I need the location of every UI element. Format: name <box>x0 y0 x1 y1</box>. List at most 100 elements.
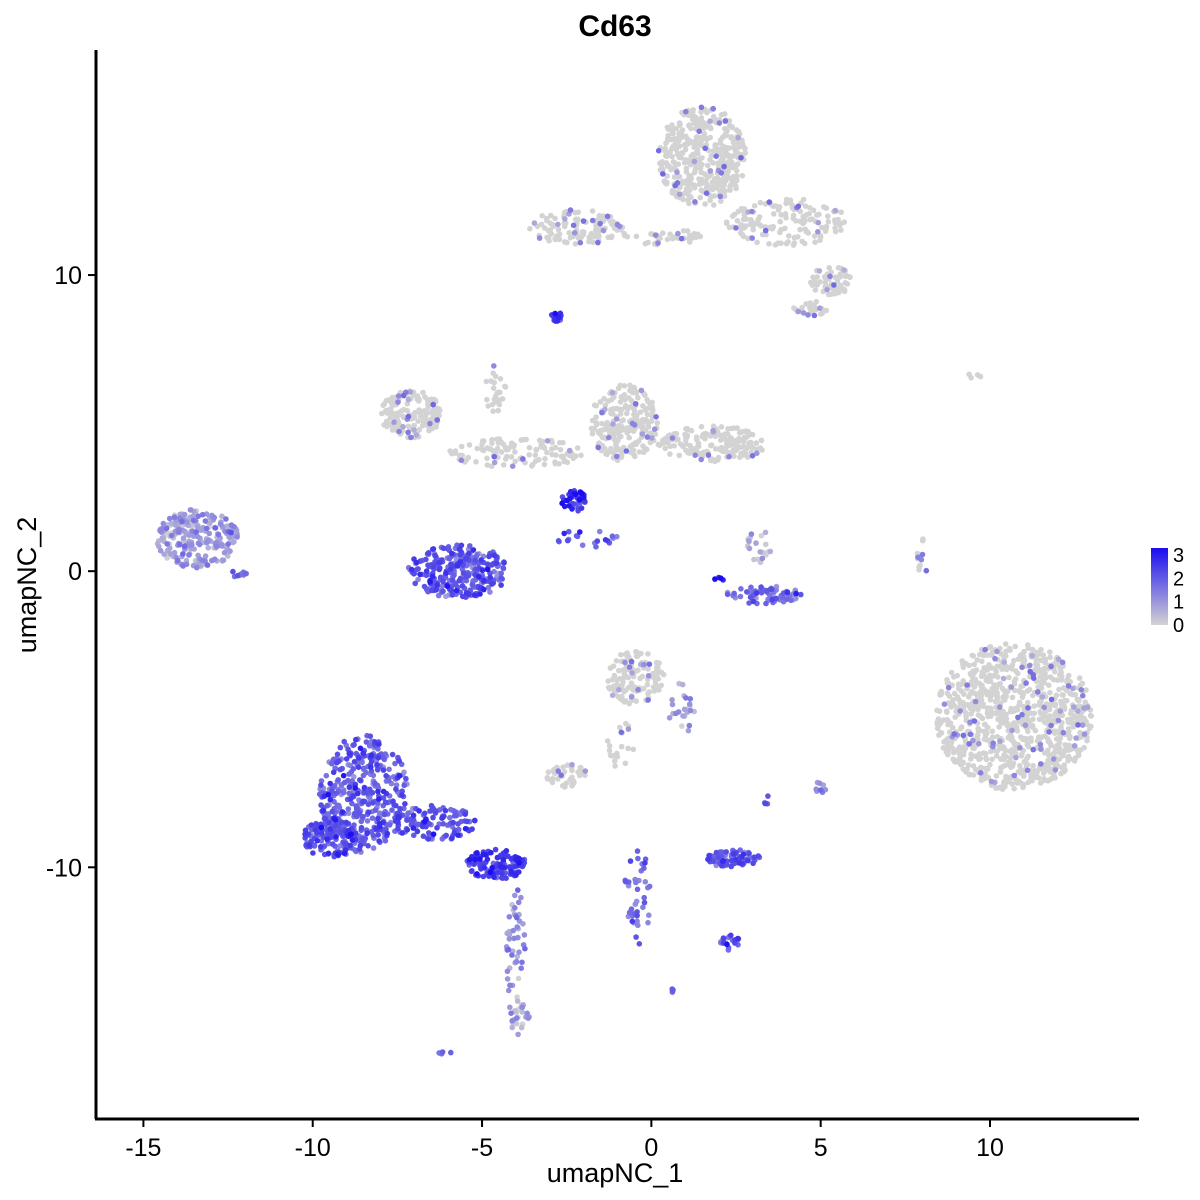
x-tick-label: -15 <box>125 1134 161 1162</box>
cell-point <box>787 197 794 203</box>
cell-point <box>658 682 664 689</box>
cell-point <box>698 423 705 430</box>
cell-point <box>838 227 844 233</box>
cell-point <box>1030 762 1036 769</box>
cell-point <box>489 440 495 447</box>
cell-point <box>544 215 550 222</box>
cell-point <box>701 131 707 138</box>
cell-point <box>816 305 823 312</box>
cell-point <box>988 665 995 671</box>
cell-point <box>372 780 378 786</box>
cell-point <box>593 414 599 420</box>
cell-point <box>606 685 613 691</box>
cell-point <box>447 814 453 821</box>
cell-point <box>552 215 558 222</box>
cell-point <box>317 844 324 850</box>
cell-point <box>560 439 566 446</box>
cell-point <box>407 425 413 431</box>
cell-point <box>778 240 784 246</box>
cell-point <box>396 758 403 764</box>
cell-point <box>975 731 981 738</box>
cell-point <box>440 821 447 827</box>
cell-point <box>466 856 473 863</box>
cell-point <box>481 577 487 584</box>
cell-point <box>646 912 652 918</box>
cell-point <box>801 219 807 226</box>
cell-point <box>805 312 811 318</box>
cell-point <box>567 488 574 495</box>
cell-point <box>979 658 985 665</box>
cell-point <box>228 522 235 528</box>
cell-point <box>790 215 796 222</box>
cell-point <box>644 434 651 440</box>
cell-point <box>1042 761 1049 768</box>
cell-point <box>769 596 775 603</box>
cell-point <box>541 445 548 451</box>
cell-point <box>514 998 521 1004</box>
cell-point <box>556 231 563 237</box>
cell-point <box>694 147 701 153</box>
cell-point <box>622 659 628 666</box>
cell-point <box>596 528 603 535</box>
cell-point <box>681 706 688 713</box>
cell-point <box>595 239 601 246</box>
cell-point <box>646 883 653 890</box>
cell-point <box>1007 748 1013 754</box>
cell-point <box>561 220 568 226</box>
cell-point <box>439 815 445 821</box>
cell-point <box>310 850 316 856</box>
cell-point <box>503 875 509 881</box>
cell-point <box>605 678 611 684</box>
cell-point <box>381 811 388 818</box>
cell-point <box>750 598 757 605</box>
cell-point <box>740 851 747 858</box>
cell-point <box>712 576 718 582</box>
cell-point <box>1029 646 1036 653</box>
cell-point <box>434 417 441 423</box>
cell-point <box>826 265 832 271</box>
cell-point <box>982 665 988 671</box>
cell-point <box>308 822 315 828</box>
cell-point <box>938 688 945 695</box>
cell-point <box>597 220 603 227</box>
cell-point <box>408 566 415 573</box>
cell-point <box>729 124 735 131</box>
cell-point <box>1046 729 1052 735</box>
cell-point <box>712 446 719 452</box>
cell-point <box>977 770 984 776</box>
cell-point <box>670 131 676 137</box>
cell-point <box>834 278 841 285</box>
cell-point <box>688 427 695 434</box>
cell-point <box>984 709 991 715</box>
cell-point <box>492 846 499 853</box>
cell-point <box>428 410 435 416</box>
cell-point <box>242 570 248 577</box>
cell-point <box>691 151 698 157</box>
x-axis-label: umapNC_1 <box>547 1158 684 1188</box>
cell-point <box>1050 756 1057 762</box>
cell-point <box>941 701 948 707</box>
cell-point <box>401 782 408 789</box>
cell-point <box>490 408 496 415</box>
cell-point <box>793 590 799 597</box>
cell-point <box>422 818 428 825</box>
cell-point <box>633 233 640 240</box>
cell-point <box>961 744 967 751</box>
cell-point <box>506 931 513 938</box>
cell-point <box>757 199 764 206</box>
cell-point <box>429 425 435 432</box>
cell-point <box>351 741 357 748</box>
cell-point <box>493 560 500 566</box>
cell-point <box>751 556 757 563</box>
cell-point <box>676 191 683 197</box>
cell-point <box>436 407 443 414</box>
cell-point <box>190 517 197 524</box>
cell-point <box>1037 657 1044 664</box>
cell-point <box>821 204 827 210</box>
cell-point <box>669 153 675 160</box>
cell-point <box>387 411 393 418</box>
cell-point <box>641 449 647 455</box>
cell-point <box>415 418 422 424</box>
cell-point <box>636 941 643 947</box>
cell-point <box>1013 754 1019 761</box>
